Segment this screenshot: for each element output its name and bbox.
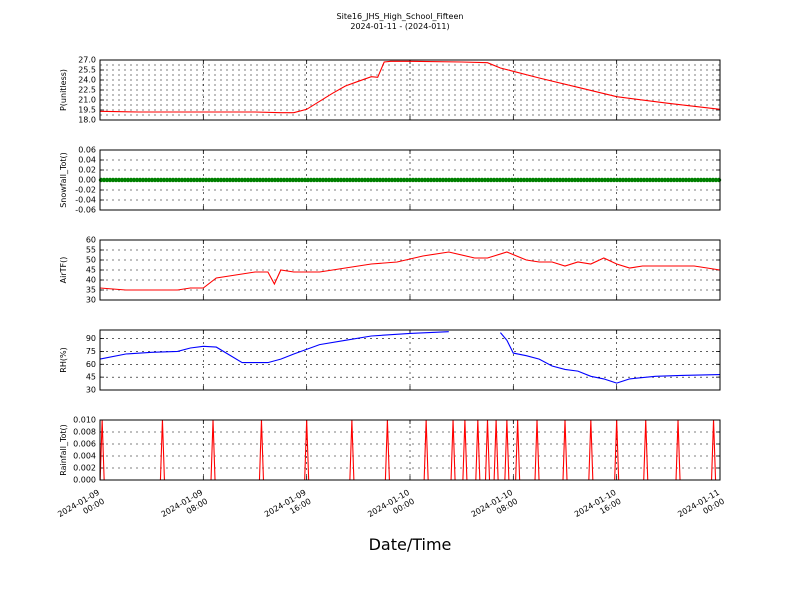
airtf-y-tick-label: 30 bbox=[86, 296, 96, 305]
snowfall-y-tick-label: 0.06 bbox=[78, 146, 96, 155]
rainfall-spike bbox=[462, 419, 468, 481]
plin-y-tick-label: 22.5 bbox=[78, 86, 96, 95]
rainfall-spike bbox=[515, 419, 521, 481]
snowfall-y-axis-label: Snowfall_Tot() bbox=[59, 152, 68, 208]
rh-y-tick-label: 90 bbox=[86, 334, 96, 343]
rainfall-y-axis-label: Rainfall_Tot() bbox=[59, 424, 68, 476]
rainfall-y-tick-label: 0.010 bbox=[73, 416, 96, 425]
rh-series-line bbox=[99, 331, 721, 384]
rainfall-spike bbox=[99, 419, 105, 481]
rh-y-tick-label: 30 bbox=[86, 386, 96, 395]
snowfall-y-tick-label: -0.02 bbox=[75, 186, 96, 195]
plin-y-tick-label: 18.0 bbox=[78, 116, 96, 125]
rh-y-axis-label: RH(%) bbox=[59, 347, 68, 372]
rainfall-spike bbox=[258, 419, 265, 481]
plin-y-tick-label: 24.0 bbox=[78, 76, 96, 85]
plin-y-tick-label: 19.5 bbox=[78, 106, 96, 115]
figure-title: Site16_JHS_High_School_Fifteen bbox=[337, 12, 464, 21]
rainfall-spike bbox=[534, 419, 540, 481]
rainfall-spike bbox=[493, 419, 499, 481]
rainfall-spike bbox=[675, 419, 681, 481]
rh-plot-frame bbox=[99, 329, 721, 391]
panel-rainfall: 0.000 0.002 0.004 0.006 0.008 0.010 Rainfall_T… bbox=[59, 416, 721, 485]
rh-y-tick-label: 60 bbox=[86, 360, 96, 369]
airtf-y-tick-label: 40 bbox=[86, 276, 96, 285]
rh-y-tick-label: 45 bbox=[86, 373, 96, 382]
plin-y-tick-label: 25.5 bbox=[78, 66, 96, 75]
rainfall-spike bbox=[504, 419, 510, 481]
snowfall-y-tick-label: 0.00 bbox=[78, 176, 96, 185]
panel-plin: 18.019.521.022.524.025.527.0 P(unitless) bbox=[59, 56, 721, 125]
rainfall-spike bbox=[384, 419, 390, 481]
rainfall-spike bbox=[484, 419, 491, 481]
rainfall-spike bbox=[710, 419, 717, 481]
x-axis-label: Date/Time bbox=[369, 535, 452, 554]
airtf-y-axis-label: AirTF() bbox=[59, 257, 68, 284]
snowfall-data-point bbox=[716, 177, 722, 183]
rainfall-y-tick-label: 0.000 bbox=[73, 476, 96, 485]
rainfall-spike bbox=[423, 419, 429, 481]
airtf-y-tick-label: 35 bbox=[86, 286, 96, 295]
rainfall-y-tick-label: 0.008 bbox=[73, 428, 96, 437]
snowfall-y-tick-label: 0.04 bbox=[78, 156, 96, 165]
airtf-y-tick-label: 55 bbox=[86, 246, 96, 255]
airtf-series-line bbox=[99, 251, 721, 291]
plin-y-tick-label: 21.0 bbox=[78, 96, 96, 105]
rainfall-spike bbox=[643, 419, 649, 481]
plin-y-axis-label: P(unitless) bbox=[59, 69, 68, 111]
rh-y-tick-label: 75 bbox=[86, 347, 96, 356]
airtf-plot-frame bbox=[99, 239, 721, 301]
rainfall-spike bbox=[450, 419, 456, 481]
figure-subtitle: 2024-01-11 - (2024-011) bbox=[350, 22, 449, 31]
airtf-y-tick-label: 45 bbox=[86, 266, 96, 275]
panel-rh: 30 45 60 75 90 RH(%) bbox=[59, 329, 721, 395]
rainfall-spike bbox=[210, 419, 216, 481]
rainfall-plot-frame bbox=[99, 419, 721, 481]
panel-snowfall: -0.06-0.04-0.020.000.020.040.06 Snowfall_… bbox=[59, 146, 722, 215]
rainfall-spike bbox=[475, 419, 481, 481]
rainfall-y-tick-label: 0.004 bbox=[73, 452, 96, 461]
plin-y-tick-label: 27.0 bbox=[78, 56, 96, 65]
rainfall-y-tick-label: 0.006 bbox=[73, 440, 96, 449]
rainfall-spike bbox=[159, 419, 165, 481]
snowfall-plot-frame bbox=[99, 149, 721, 211]
snowfall-y-tick-label: 0.02 bbox=[78, 166, 96, 175]
snowfall-y-tick-label: -0.04 bbox=[75, 196, 96, 205]
rainfall-spike bbox=[562, 419, 568, 481]
plin-series-line bbox=[99, 60, 721, 114]
airtf-y-tick-label: 50 bbox=[86, 256, 96, 265]
airtf-y-tick-label: 60 bbox=[86, 236, 96, 245]
rainfall-spike bbox=[588, 419, 594, 481]
snowfall-y-tick-label: -0.06 bbox=[75, 206, 96, 215]
rainfall-spike bbox=[349, 419, 355, 481]
rainfall-y-tick-label: 0.002 bbox=[73, 464, 96, 473]
plin-plot-frame bbox=[99, 59, 721, 121]
